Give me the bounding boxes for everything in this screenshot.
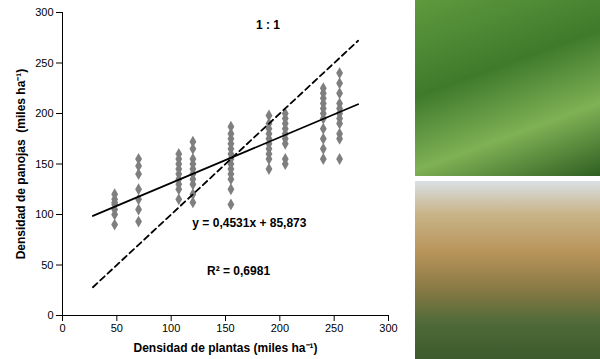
svg-text:100: 100 <box>35 208 53 220</box>
svg-text:250: 250 <box>325 322 343 334</box>
svg-text:200: 200 <box>271 322 289 334</box>
svg-text:100: 100 <box>162 322 180 334</box>
svg-text:1 : 1: 1 : 1 <box>256 18 280 32</box>
svg-text:y = 0,4531x + 85,873: y = 0,4531x + 85,873 <box>192 216 306 230</box>
svg-text:0: 0 <box>59 322 65 334</box>
svg-text:300: 300 <box>35 6 53 18</box>
svg-text:50: 50 <box>111 322 123 334</box>
svg-text:150: 150 <box>35 158 53 170</box>
svg-text:150: 150 <box>216 322 234 334</box>
svg-text:250: 250 <box>35 57 53 69</box>
svg-text:200: 200 <box>35 107 53 119</box>
svg-text:Densidad de plantas (miles ha⁻: Densidad de plantas (miles ha⁻¹) <box>133 341 317 355</box>
svg-text:50: 50 <box>41 259 53 271</box>
svg-text:0: 0 <box>47 309 53 321</box>
svg-text:300: 300 <box>379 322 397 334</box>
svg-text:R² = 0,6981: R² = 0,6981 <box>207 264 270 278</box>
svg-text:Densidad de panojas (miles ha: Densidad de panojas (miles ha⁻¹) <box>14 69 28 260</box>
